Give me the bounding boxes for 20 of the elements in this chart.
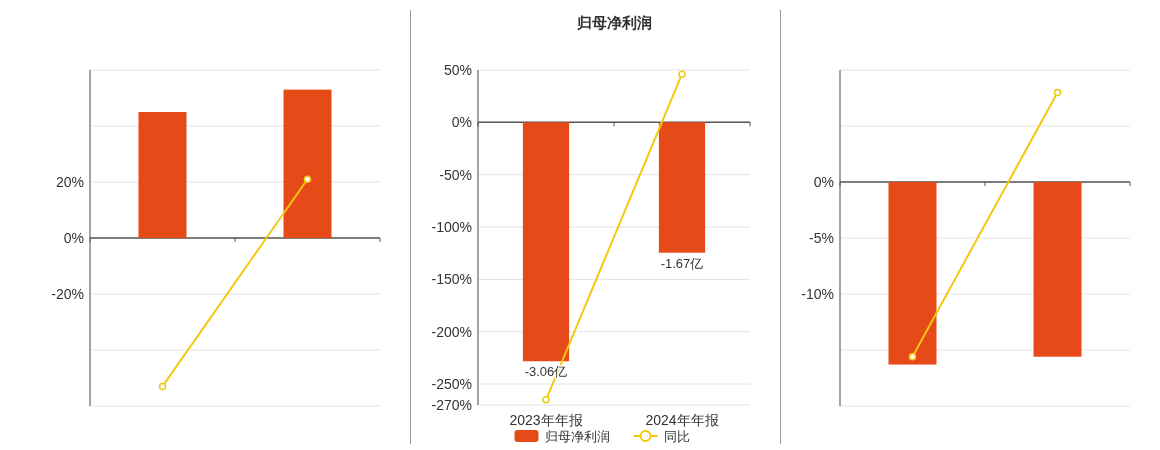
y-tick-label: -150% (431, 271, 472, 288)
y-tick-label: -250% (431, 376, 472, 393)
y-tick-label: -100% (431, 219, 472, 236)
y-tick-label: -10% (801, 286, 834, 302)
y-tick-label: 0% (451, 114, 472, 131)
y-tick-label: -50% (439, 166, 472, 183)
y-tick-label: -5% (809, 230, 834, 246)
legend-label: 归母净利润 (544, 429, 610, 444)
y-tick-label: 0% (63, 230, 84, 246)
y-tick-label: -20% (51, 286, 84, 302)
y-tick-label: -200% (431, 323, 472, 340)
x-tick-label: 2024年年报 (645, 412, 719, 428)
data-label: -1.67亿 (660, 255, 704, 271)
legend-label: 同比 (663, 429, 690, 444)
chart-title: 归母净利润 (575, 14, 652, 31)
y-tick-label: 0% (813, 174, 834, 190)
y-tick-label: -270% (431, 397, 472, 413)
y-tick-label: 20% (55, 174, 84, 190)
y-tick-label: 50% (443, 62, 472, 78)
x-tick-label: 2023年年报 (509, 412, 583, 428)
